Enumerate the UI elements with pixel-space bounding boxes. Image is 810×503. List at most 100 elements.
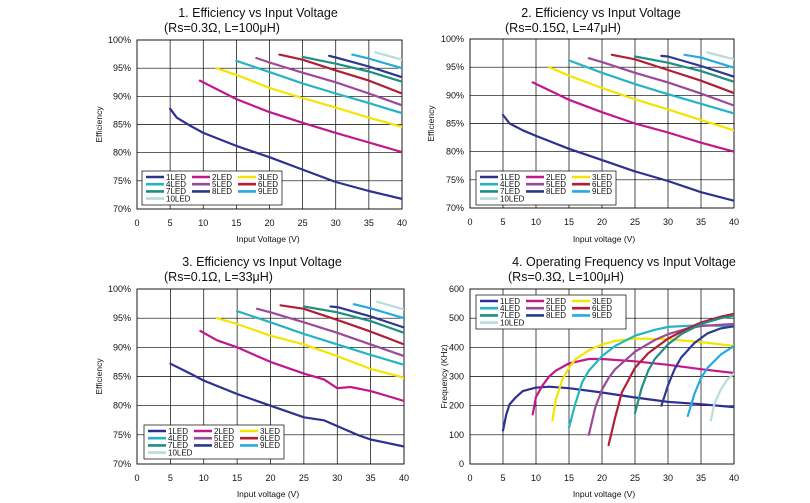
x-tick-label: 30 [663, 217, 673, 227]
y-tick-label: 70% [113, 204, 131, 214]
y-tick-label: 80% [113, 401, 131, 411]
series-line-6led [278, 53, 402, 95]
legend-label-4led: 4LED [500, 180, 520, 189]
chart-panel-3: 3. Efficiency vs Input Voltage(Rs=0.1Ω, … [94, 255, 409, 499]
x-tick-label: 20 [264, 218, 274, 228]
y-tick-label: 100% [441, 34, 464, 44]
series-line-1led [501, 385, 734, 432]
x-tick-label: 0 [467, 473, 472, 483]
legend-label-4led: 4LED [166, 180, 186, 189]
y-tick-label: 70% [113, 459, 131, 469]
series-line-3led [548, 66, 734, 132]
legend-box [143, 424, 285, 460]
y-tick-label: 75% [446, 175, 464, 185]
legend-label-7led: 7LED [166, 187, 186, 196]
series-line-5led [255, 56, 402, 107]
x-tick-label: 10 [199, 473, 209, 483]
x-tick-label: 30 [331, 218, 341, 228]
series-line-7led [301, 55, 402, 83]
legend-label-4led: 4LED [168, 434, 188, 443]
legend-label-9led: 9LED [258, 187, 278, 196]
y-tick-label: 85% [113, 372, 131, 382]
x-tick-label: 40 [729, 473, 739, 483]
legend-label-10led: 10LED [166, 194, 191, 203]
series-line-2led [531, 357, 734, 416]
series-line-9led [352, 303, 404, 320]
series-line-9led [683, 53, 734, 69]
legend-label-9led: 9LED [592, 187, 612, 196]
x-tick-label: 35 [364, 218, 374, 228]
series-line-8led [328, 54, 402, 79]
legend-label-5led: 5LED [212, 180, 232, 189]
legend-label-6led: 6LED [592, 180, 612, 189]
legend-label-3led: 3LED [258, 173, 278, 182]
legend-label-6led: 6LED [258, 180, 278, 189]
y-tick-label: 300 [449, 372, 464, 382]
x-tick-label: 25 [298, 218, 308, 228]
legend-label-9led: 9LED [260, 441, 280, 450]
x-tick-label: 0 [134, 218, 139, 228]
y-tick-label: 100 [449, 430, 464, 440]
chart-subtitle: (Rs=0.3Ω, L=100μH) [164, 21, 280, 35]
series-line-1led [501, 113, 734, 202]
y-tick-label: 85% [113, 120, 131, 130]
y-tick-label: 200 [449, 401, 464, 411]
series-line-5led [587, 57, 734, 107]
y-tick-label: 90% [113, 91, 131, 101]
x-tick-label: 30 [332, 473, 342, 483]
legend-box [475, 294, 627, 330]
series-line-4led [235, 59, 402, 115]
series-line-4led [236, 310, 404, 366]
x-tick-label: 5 [500, 217, 505, 227]
series-line-2led [199, 329, 404, 403]
x-axis-label: Input Voltage (V) [236, 234, 299, 244]
series-line-5led [256, 307, 404, 358]
series-line-8led [329, 305, 404, 329]
legend-label-10led: 10LED [500, 194, 525, 203]
y-tick-label: 95% [113, 63, 131, 73]
legend-label-5led: 5LED [546, 180, 566, 189]
chart-subtitle: (Rs=0.3Ω, L=100μH) [508, 270, 624, 284]
series-line-8led [660, 54, 734, 78]
y-tick-label: 95% [113, 313, 131, 323]
x-tick-label: 35 [696, 217, 706, 227]
y-tick-label: 100% [108, 284, 131, 294]
legend-label-8led: 8LED [546, 187, 566, 196]
y-tick-label: 500 [449, 313, 464, 323]
series-line-10led [709, 372, 734, 422]
y-tick-label: 95% [446, 62, 464, 72]
legend-label-2led: 2LED [546, 173, 566, 182]
series-line-10led [376, 300, 404, 311]
y-axis-label: Frequency (KHz) [439, 344, 449, 408]
y-axis-label: Efficiency [94, 358, 104, 395]
series-line-3led [216, 317, 404, 379]
legend-label-1led: 1LED [500, 173, 520, 182]
series-line-7led [302, 305, 404, 334]
x-tick-label: 20 [265, 473, 275, 483]
x-tick-label: 25 [630, 473, 640, 483]
y-tick-label: 70% [446, 203, 464, 213]
legend-label-4led: 4LED [500, 304, 520, 313]
legend-label-7led: 7LED [168, 441, 188, 450]
y-axis-label: Efficiency [94, 106, 104, 143]
x-axis-label: Input voltage (V) [573, 489, 636, 499]
legend-label-9led: 9LED [592, 311, 612, 320]
series-line-2led [198, 79, 402, 154]
x-tick-label: 40 [399, 473, 409, 483]
y-tick-label: 600 [449, 284, 464, 294]
legend-label-2led: 2LED [546, 297, 566, 306]
x-tick-label: 20 [597, 473, 607, 483]
chart-panel-1: 1. Efficiency vs Input Voltage(Rs=0.3Ω, … [94, 6, 407, 244]
legend-label-3led: 3LED [592, 297, 612, 306]
x-tick-label: 15 [564, 217, 574, 227]
series-line-4led [567, 59, 734, 115]
x-tick-label: 5 [500, 473, 505, 483]
legend-box [141, 170, 283, 206]
x-tick-label: 20 [597, 217, 607, 227]
x-tick-label: 0 [467, 217, 472, 227]
y-tick-label: 400 [449, 342, 464, 352]
x-tick-label: 10 [198, 218, 208, 228]
x-tick-label: 10 [531, 217, 541, 227]
series-line-7led [633, 314, 734, 415]
